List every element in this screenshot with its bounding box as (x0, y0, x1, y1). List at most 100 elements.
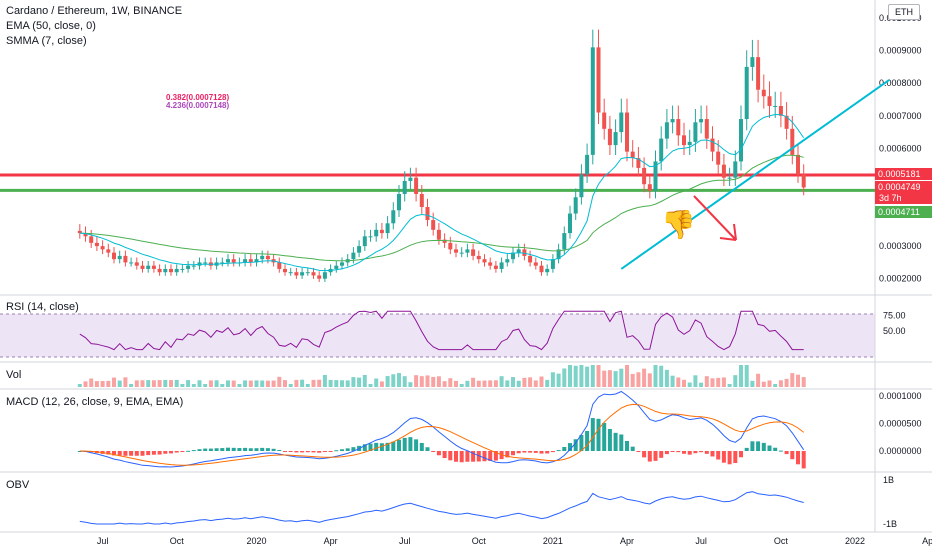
volume-bar (716, 377, 721, 387)
volume-bar (699, 382, 704, 387)
macd-label[interactable]: MACD (12, 26, close, 9, EMA, EMA) (6, 396, 184, 408)
macd-histogram-bar (459, 451, 464, 463)
candle-body (756, 57, 761, 90)
time-tick-label: Jul (399, 536, 411, 546)
candle-body (112, 252, 116, 260)
macd-histogram-bar (391, 441, 396, 451)
rsi-tick: 50.00 (883, 326, 906, 336)
macd-histogram-bar (596, 418, 601, 451)
macd-histogram-bar (476, 451, 481, 462)
volume-bar (727, 384, 732, 387)
volume-bar (391, 374, 396, 387)
candle-body (431, 220, 436, 230)
candle-body (784, 115, 789, 129)
candle-body (693, 122, 698, 142)
candle-body (89, 236, 94, 243)
macd-histogram-bar (271, 448, 276, 451)
macd-histogram-bar (265, 448, 270, 451)
time-tick-label: Oct (774, 536, 789, 546)
macd-histogram-bar (288, 451, 293, 452)
current-price-marker: 0.0004749 (875, 181, 932, 193)
ema-legend[interactable]: EMA (50, close, 0) (6, 20, 96, 32)
volume-bar (169, 380, 173, 387)
macd-histogram-bar (254, 448, 259, 451)
candle-body (243, 259, 248, 263)
smma-legend[interactable]: SMMA (7, close) (6, 35, 87, 47)
macd-histogram-bar (340, 449, 344, 451)
candle-body (374, 229, 379, 237)
macd-histogram-bar (727, 451, 732, 465)
macd-histogram-bar (465, 451, 470, 462)
volume-bar (334, 380, 339, 387)
candle-body (721, 164, 726, 178)
candle-body (419, 193, 424, 208)
volume-bar (357, 377, 362, 387)
obv-label[interactable]: OBV (6, 479, 30, 491)
candle-body (385, 223, 390, 234)
candle-body (260, 255, 265, 260)
candle-body (220, 262, 225, 264)
price-tick-label: 0.0008000 (879, 78, 922, 88)
volume-bar (533, 380, 538, 387)
macd-histogram-bar (642, 451, 647, 458)
candle-body (607, 128, 612, 146)
macd-histogram-bar (180, 451, 185, 452)
macd-histogram-bar (539, 451, 544, 454)
candle-body (801, 174, 806, 188)
volume-bar (659, 365, 664, 387)
volume-bar (243, 380, 248, 387)
obv-tick: -1B (883, 519, 897, 529)
volume-bar (157, 380, 162, 387)
candle-body (482, 259, 487, 263)
volume-bar (790, 373, 795, 387)
candle-body (744, 66, 749, 120)
volume-bar (602, 370, 607, 387)
volume-bar (134, 380, 139, 387)
macd-histogram-bar (328, 451, 333, 452)
candle-body (642, 167, 647, 185)
macd-histogram-bar (300, 451, 305, 453)
volume-bar (100, 381, 105, 387)
volume-bar (397, 373, 401, 387)
macd-histogram-bar (397, 439, 401, 451)
volume-bar (402, 376, 407, 387)
candle-body (704, 119, 709, 139)
macd-tick: 0.0001000 (879, 391, 922, 401)
macd-histogram-bar (220, 448, 225, 451)
volume-bar (237, 384, 242, 387)
volume-bar (362, 375, 367, 387)
candle-body (265, 255, 270, 260)
currency-tag[interactable]: ETH (888, 4, 920, 20)
volume-bar (317, 379, 322, 387)
volume-bar (773, 384, 778, 387)
macd-histogram-bar (613, 432, 618, 451)
candle-body (140, 265, 145, 269)
volume-bar (226, 380, 230, 387)
volume-bar (294, 379, 299, 387)
volume-bar (778, 380, 783, 387)
volume-bar (151, 380, 156, 387)
candle-body (77, 230, 82, 234)
volume-bar (493, 380, 498, 387)
macd-histogram-bar (756, 441, 761, 451)
volume-bar (174, 379, 179, 387)
candle-body (408, 177, 413, 181)
volume-bar (721, 377, 726, 387)
macd-histogram-bar (140, 451, 145, 456)
candle-body (761, 89, 766, 97)
candle-body (414, 177, 419, 194)
volume-bar (670, 375, 675, 387)
macd-histogram-bar (191, 450, 196, 452)
time-tick-label: Apr (922, 536, 932, 546)
volume-label[interactable]: Vol (6, 369, 22, 381)
macd-histogram-bar (528, 451, 533, 453)
macd-histogram-bar (471, 451, 476, 462)
rsi-label[interactable]: RSI (14, close) (6, 301, 79, 313)
candle-body (733, 161, 738, 178)
candle-body (454, 249, 458, 253)
candle-body (157, 268, 162, 273)
macd-histogram-bar (419, 442, 424, 451)
bar-countdown: 3d 7h (875, 193, 932, 204)
macd-histogram-bar (653, 451, 658, 461)
